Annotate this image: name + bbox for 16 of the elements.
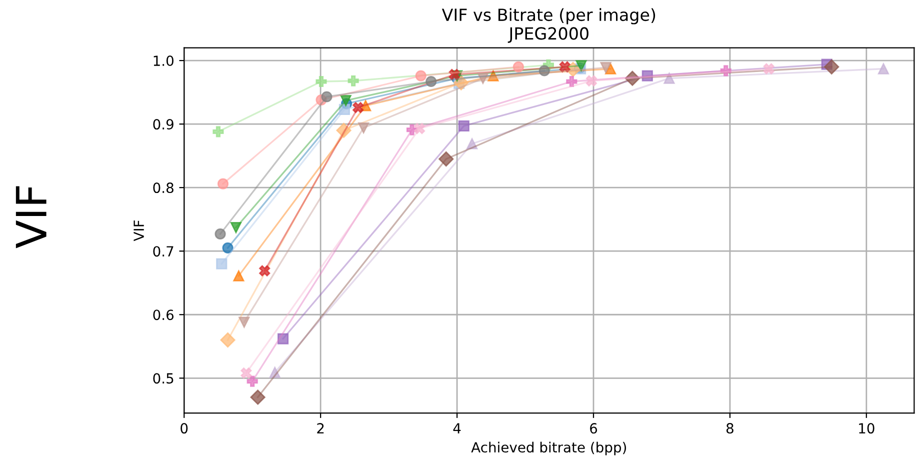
y-tick-label: 0.7 <box>153 246 174 257</box>
y-tick-label: 0.6 <box>153 310 174 320</box>
x-tick-label: 2 <box>317 423 324 434</box>
y-tick-label: 0.8 <box>153 182 174 194</box>
y-axis-title: VIF <box>134 220 144 242</box>
x-tick-label: 0 <box>180 423 188 434</box>
chart-title: VIF vs Bitrate (per image) JPEG2000 <box>442 8 656 43</box>
x-tick-label: 6 <box>590 423 598 434</box>
x-tick-label: 8 <box>726 423 734 434</box>
x-axis-title: Achieved bitrate (bpp) <box>471 442 626 456</box>
x-tick-label: 4 <box>453 423 461 434</box>
text: VIF <box>16 186 46 248</box>
y-tick-label: 1.0 <box>154 56 174 66</box>
y-tick-label: 0.9 <box>153 119 174 130</box>
x-tick-label: 10 <box>859 423 874 434</box>
y-tick-label: 0.5 <box>153 373 174 384</box>
